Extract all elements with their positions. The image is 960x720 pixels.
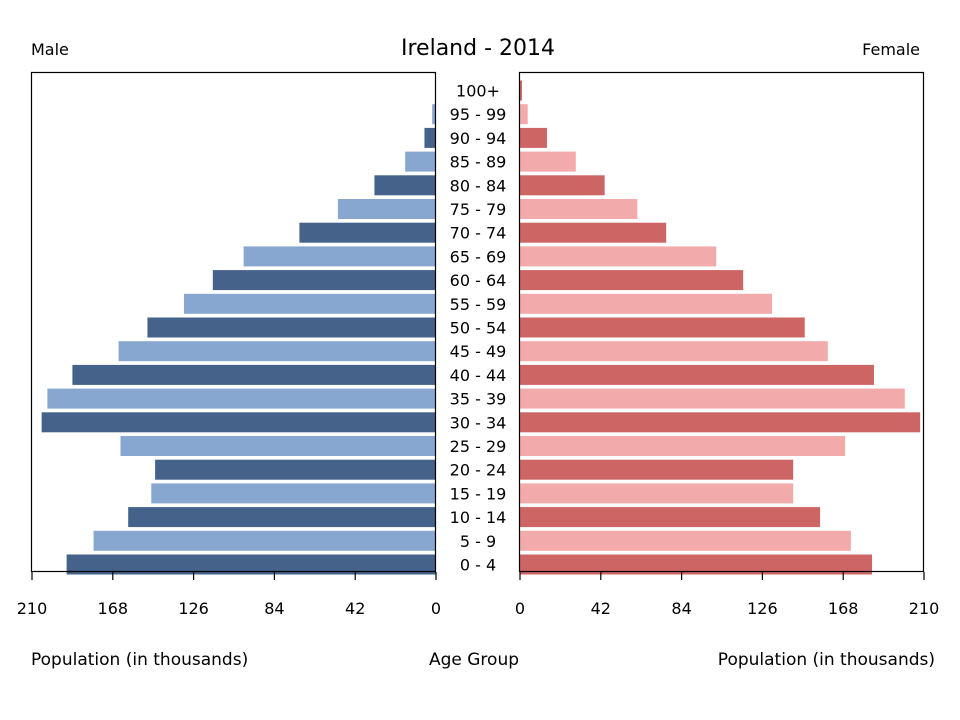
female-bar <box>520 412 921 433</box>
male-bar <box>374 175 436 196</box>
male-bar <box>118 341 437 362</box>
male-bar <box>212 270 436 291</box>
female-x-tick-label: 0 <box>515 599 525 618</box>
age-group-label: 40 - 44 <box>450 366 507 385</box>
female-bar <box>520 364 874 385</box>
male-bar <box>432 104 436 125</box>
male-x-tick-label: 42 <box>345 599 365 618</box>
female-bar <box>520 459 794 480</box>
female-bar <box>520 388 905 409</box>
female-x-axis-label: Population (in thousands) <box>718 650 935 670</box>
male-bar <box>47 388 437 409</box>
male-bar <box>183 293 436 314</box>
female-bar <box>520 507 821 528</box>
age-group-label: 55 - 59 <box>450 295 507 314</box>
female-bar <box>520 317 805 338</box>
female-bar <box>520 127 547 148</box>
female-x-tick-label: 84 <box>671 599 691 618</box>
male-bar <box>41 412 436 433</box>
age-group-label: 50 - 54 <box>450 319 507 338</box>
age-group-label: 5 - 9 <box>460 532 496 551</box>
male-x-axis-label: Population (in thousands) <box>31 650 248 670</box>
female-plot-frame <box>518 71 925 573</box>
male-bar <box>299 222 436 243</box>
female-bar <box>520 80 522 101</box>
male-x-tick-label: 0 <box>431 599 441 618</box>
age-group-label: 95 - 99 <box>450 105 507 124</box>
female-bar <box>520 341 828 362</box>
female-bar <box>520 554 873 575</box>
age-group-axis-label: Age Group <box>429 650 519 670</box>
male-bar <box>405 151 436 172</box>
chart-title: Ireland - 2014 <box>401 36 555 61</box>
female-bar <box>520 199 638 219</box>
female-x-tick-label: 42 <box>591 599 611 618</box>
age-group-label: 80 - 84 <box>450 176 507 195</box>
female-bar <box>520 104 528 125</box>
female-bar <box>520 222 667 243</box>
male-bar <box>128 507 436 528</box>
male-x-tick-label: 210 <box>17 599 48 618</box>
female-x-tick-label: 126 <box>747 599 778 618</box>
male-x-tick-label: 168 <box>98 599 129 618</box>
male-x-tick-label: 84 <box>264 599 284 618</box>
age-group-label: 30 - 34 <box>450 413 507 432</box>
male-bar <box>243 246 436 267</box>
female-bar <box>520 175 605 196</box>
age-group-label: 75 - 79 <box>450 200 507 219</box>
male-label: Male <box>31 40 69 59</box>
age-group-label: 70 - 74 <box>450 224 507 243</box>
female-x-tick-label: 168 <box>828 599 859 618</box>
male-bar <box>72 364 437 385</box>
female-bar <box>520 151 576 172</box>
male-bar <box>151 483 436 504</box>
male-bars <box>41 80 437 575</box>
male-plot-frame <box>30 71 437 573</box>
female-label: Female <box>862 40 920 59</box>
age-group-label: 60 - 64 <box>450 271 507 290</box>
female-bar <box>520 246 717 267</box>
age-group-label: 100+ <box>456 82 500 101</box>
age-group-label: 20 - 24 <box>450 461 507 480</box>
male-x-axis: 0 42 84 126 168 210 <box>17 572 441 618</box>
male-bar <box>424 127 436 148</box>
female-bar <box>520 530 851 551</box>
age-group-label: 15 - 19 <box>450 484 507 503</box>
age-group-label: 45 - 49 <box>450 342 507 361</box>
age-group-label: 90 - 94 <box>450 129 507 148</box>
female-x-axis: 0 42 84 126 168 210 <box>515 572 939 618</box>
age-group-label: 10 - 14 <box>450 508 507 527</box>
male-x-tick-label: 126 <box>178 599 209 618</box>
female-bars <box>520 80 921 575</box>
male-bar <box>66 554 436 575</box>
female-bar <box>520 436 846 456</box>
male-bar <box>93 530 437 551</box>
male-bar <box>147 317 436 338</box>
age-group-label: 65 - 69 <box>450 247 507 266</box>
age-group-label: 0 - 4 <box>460 556 496 575</box>
age-group-label: 85 - 89 <box>450 153 507 172</box>
female-x-tick-label: 210 <box>909 599 940 618</box>
age-group-label: 35 - 39 <box>450 390 507 409</box>
age-group-labels: 0 - 4 5 - 9 10 - 14 15 - 19 20 - 24 25 - 29 30… <box>450 82 507 575</box>
female-bar <box>520 483 794 504</box>
male-bar <box>120 436 436 456</box>
age-group-label: 25 - 29 <box>450 437 507 456</box>
male-bar <box>337 199 436 219</box>
female-bar <box>520 270 744 291</box>
female-bar <box>520 293 773 314</box>
male-bar <box>155 459 436 480</box>
